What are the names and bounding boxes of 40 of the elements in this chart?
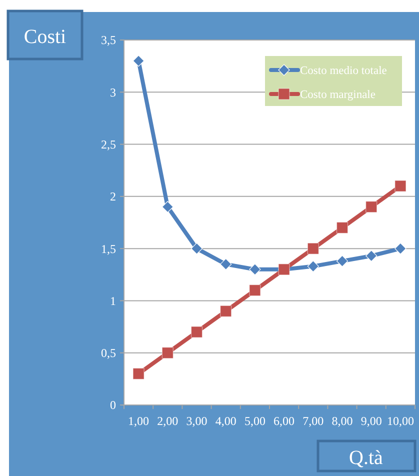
y-axis-title: Costi bbox=[24, 26, 67, 48]
x-tick-label: 6,00 bbox=[274, 414, 295, 428]
point bbox=[190, 242, 203, 254]
x-tick-label: 1,00 bbox=[128, 414, 150, 428]
legend-label: Costo marginale bbox=[300, 89, 376, 102]
point bbox=[307, 260, 319, 272]
point bbox=[220, 258, 232, 270]
point bbox=[249, 264, 261, 276]
point bbox=[307, 242, 319, 254]
x-tick-label: 8,00 bbox=[332, 414, 353, 428]
point bbox=[190, 326, 203, 338]
point bbox=[132, 55, 144, 67]
y-tick-label: 1 bbox=[110, 294, 116, 308]
x-tick-label: 4,00 bbox=[215, 414, 236, 428]
x-axis-title: Q.tà bbox=[349, 447, 384, 469]
legend-label: Costo medio totale bbox=[300, 65, 387, 78]
y-tick-label: 2,5 bbox=[101, 137, 116, 152]
point bbox=[162, 347, 174, 359]
point bbox=[394, 242, 406, 254]
point bbox=[394, 180, 406, 192]
y-tick-label: 2 bbox=[110, 190, 116, 204]
y-tick-label: 3 bbox=[110, 85, 116, 100]
point bbox=[336, 255, 348, 267]
x-tick-label: 7,00 bbox=[302, 414, 324, 428]
point bbox=[366, 250, 378, 262]
point bbox=[366, 201, 378, 213]
point bbox=[336, 222, 348, 234]
point bbox=[132, 368, 144, 380]
y-tick-label: 0,5 bbox=[101, 346, 116, 360]
y-tick-label: 0 bbox=[110, 398, 116, 412]
x-tick-label: 3,00 bbox=[186, 414, 208, 428]
x-tick-label: 5,00 bbox=[244, 414, 266, 428]
point bbox=[162, 201, 174, 213]
y-tick-label: 3,5 bbox=[101, 33, 116, 48]
y-tick-label: 1,5 bbox=[101, 242, 116, 256]
point bbox=[220, 305, 232, 317]
x-tick-label: 10,00 bbox=[386, 414, 414, 428]
x-tick-label: 9,00 bbox=[360, 414, 382, 428]
point bbox=[249, 284, 261, 296]
x-tick-label: 2,00 bbox=[157, 414, 178, 428]
